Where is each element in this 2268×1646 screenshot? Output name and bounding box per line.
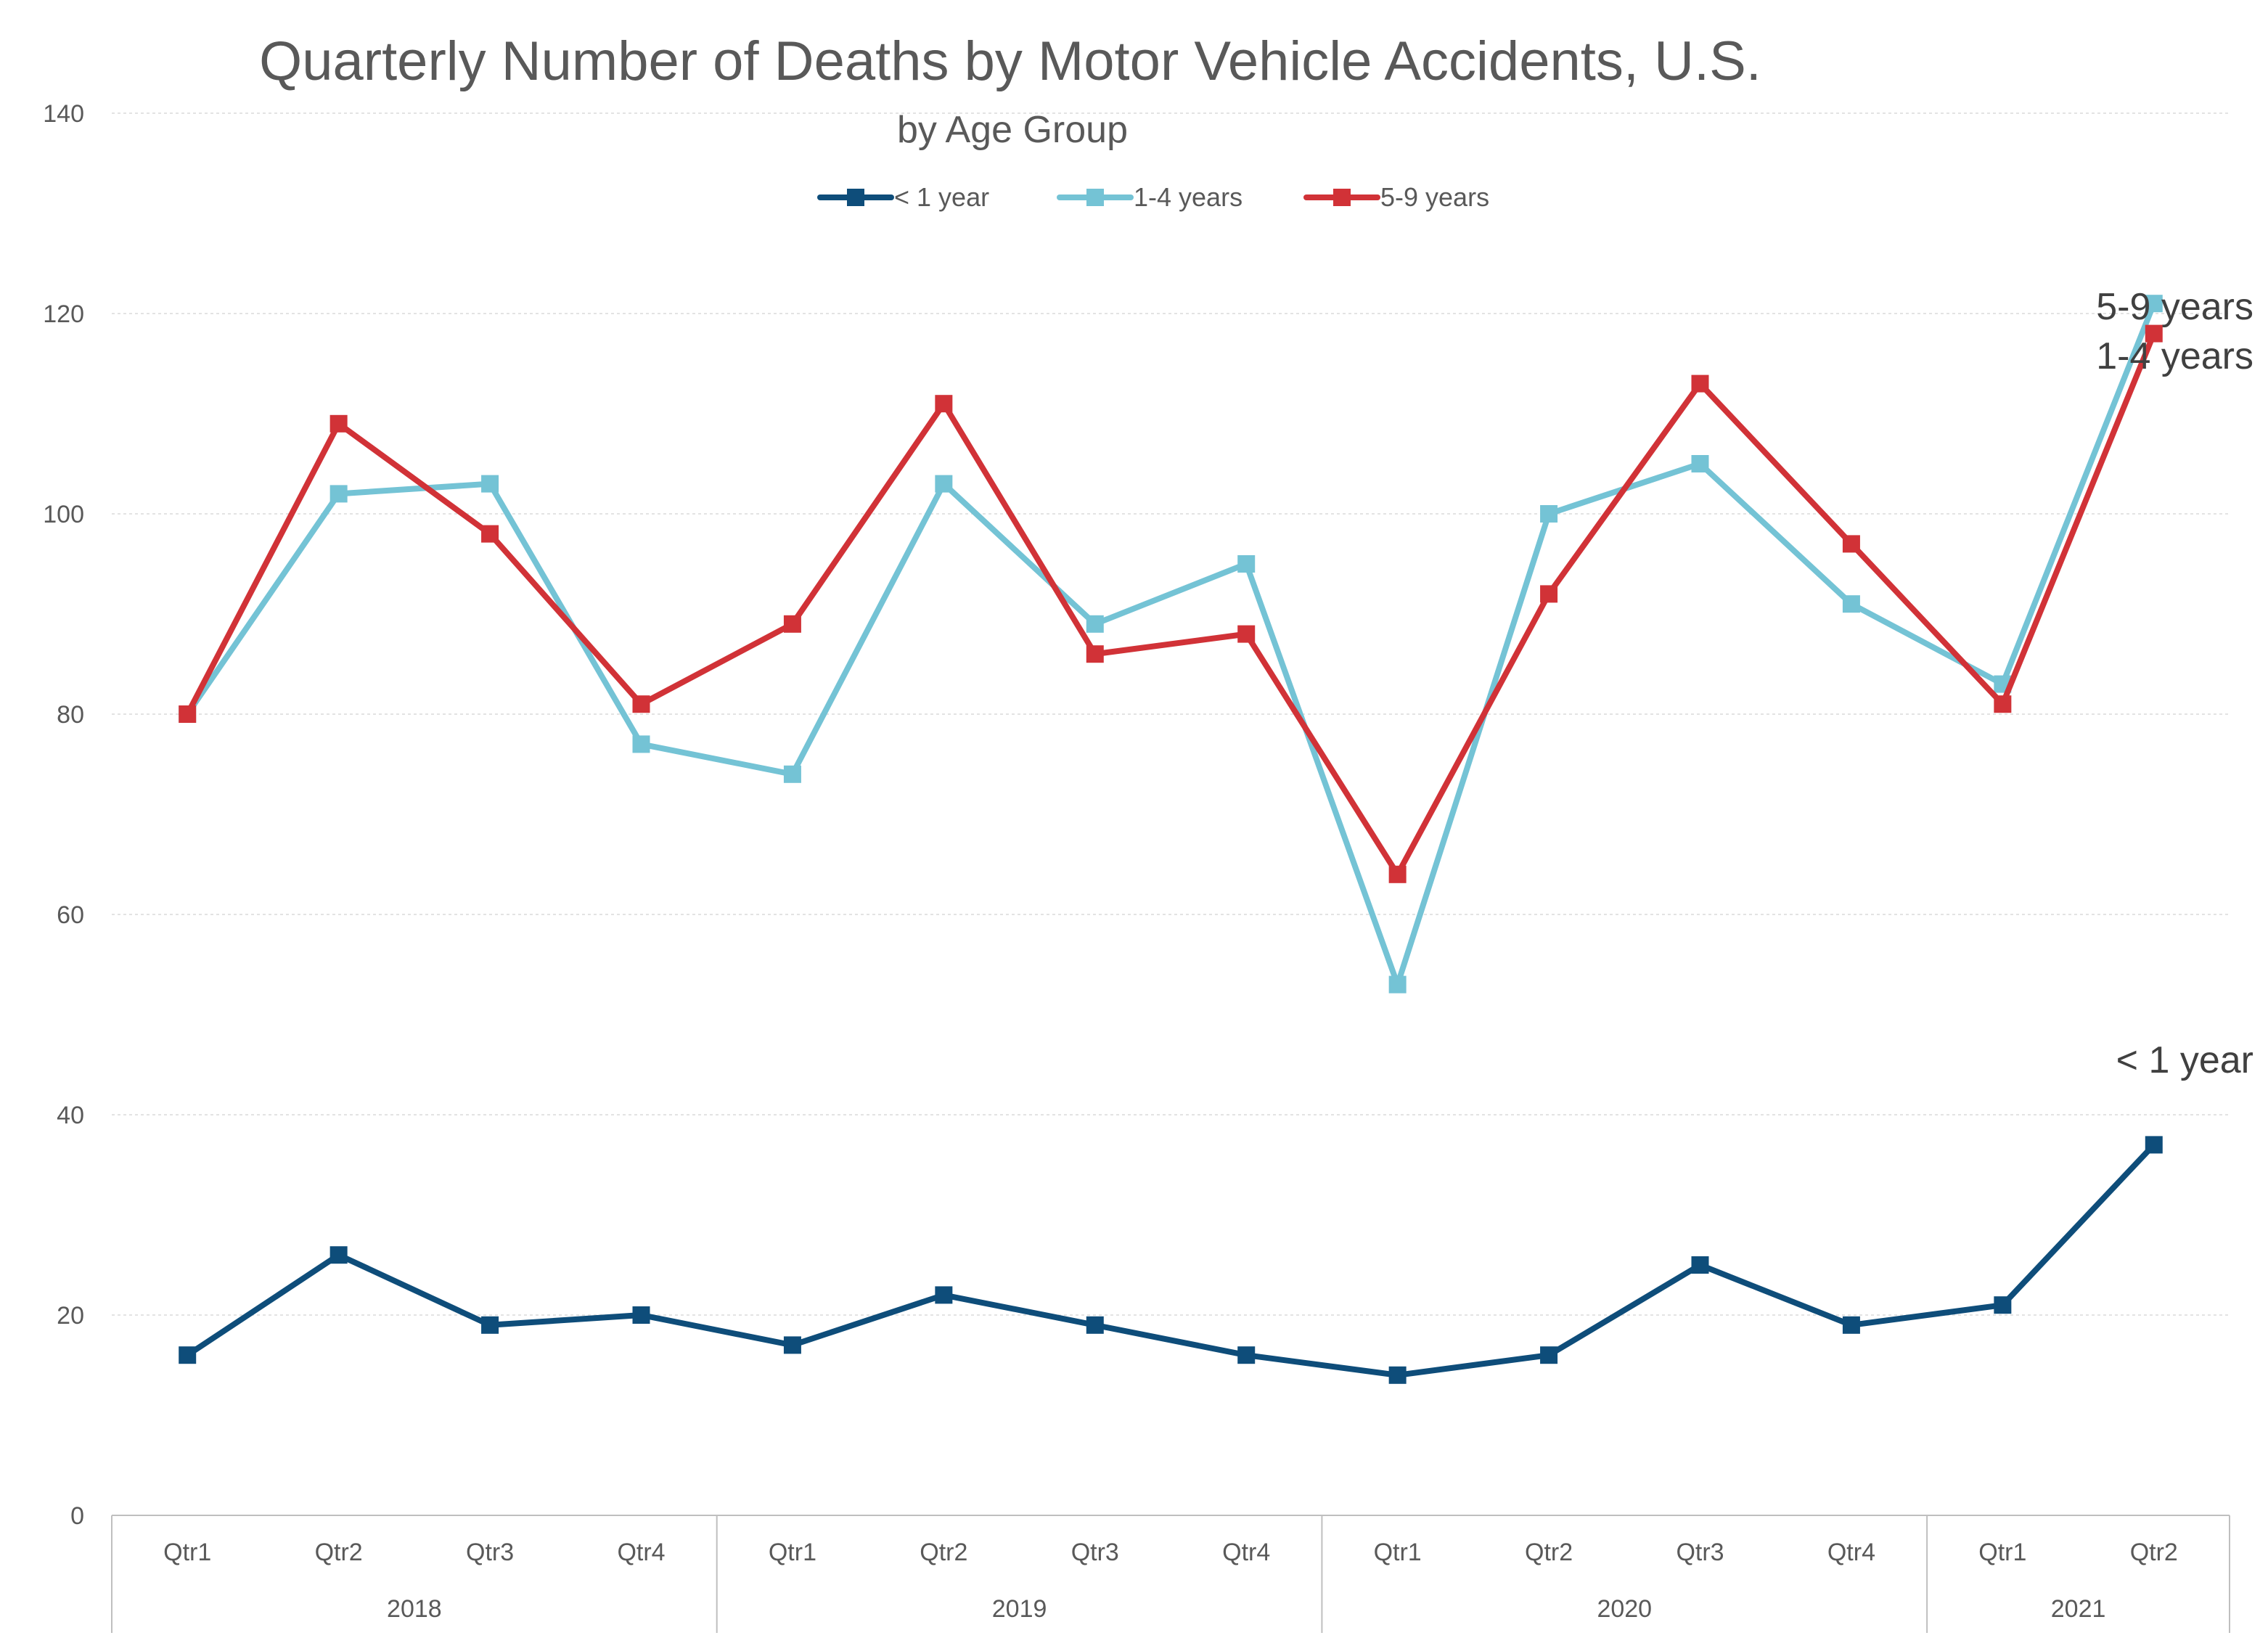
data-point (179, 705, 197, 723)
data-point (1388, 1366, 1407, 1384)
data-point (632, 735, 650, 753)
data-point (329, 1246, 348, 1264)
data-point (1237, 555, 1256, 573)
x-tick-label: Qtr3 (466, 1539, 514, 1566)
axes (111, 1515, 2230, 1633)
legend-label: 1-4 years (1134, 182, 1243, 212)
data-point (481, 525, 499, 543)
legend-swatch-marker (1086, 189, 1104, 206)
data-point (1086, 645, 1104, 663)
series-0 (179, 1136, 2163, 1384)
y-tick-label: 40 (57, 1102, 84, 1129)
data-point (1691, 1256, 1709, 1274)
series-line (184, 330, 2157, 877)
data-point (1540, 1346, 1558, 1364)
data-point (179, 1346, 197, 1364)
legend: < 1 year 1-4 years 5-9 years (817, 182, 1489, 212)
chart-subtitle: by Age Group (897, 109, 1128, 151)
x-tick-label: Qtr4 (1222, 1539, 1270, 1566)
data-point (783, 765, 801, 783)
data-point (935, 395, 953, 413)
data-point (1086, 615, 1104, 633)
legend-item: 1-4 years (1057, 182, 1243, 212)
data-point (783, 615, 801, 633)
data-point (1842, 535, 1860, 553)
data-point (935, 475, 953, 493)
year-label: 2019 (992, 1595, 1047, 1623)
legend-swatch-marker (1333, 189, 1351, 206)
data-point (1691, 374, 1709, 393)
year-label: 2018 (387, 1595, 442, 1623)
data-point (2145, 1136, 2163, 1154)
chart-title: Quarterly Number of Deaths by Motor Vehi… (259, 30, 1761, 92)
labels: 0 20 40 60 80 100 120 140 Qtr1 Qtr2 Qtr3 Qtr4 Qtr1 Qt… (43, 100, 2178, 1623)
x-tick-label: Qtr3 (1071, 1539, 1119, 1566)
series-2 (179, 324, 2163, 883)
data-point (1842, 1316, 1860, 1334)
data-point (1540, 585, 1558, 603)
x-tick-label: Qtr4 (617, 1539, 665, 1566)
data-point (1540, 505, 1558, 523)
data-point (1237, 1346, 1256, 1364)
data-point (2145, 324, 2163, 343)
y-tick-label: 20 (57, 1302, 84, 1330)
data-point (1994, 695, 2012, 713)
x-tick-label: Qtr2 (315, 1539, 363, 1566)
legend-item: < 1 year (817, 182, 989, 212)
legend-label: 5-9 years (1380, 182, 1489, 212)
x-tick-label: Qtr2 (1525, 1539, 1573, 1566)
data-point (935, 1286, 953, 1304)
x-tick-label: Qtr3 (1676, 1539, 1724, 1566)
data-point (783, 1336, 801, 1354)
series-line (184, 300, 2157, 988)
data-point (1842, 595, 1860, 613)
y-tick-label: 0 (70, 1502, 84, 1530)
end-label-1-4-years: 1-4 years (2096, 335, 2253, 377)
y-tick-label: 140 (43, 100, 84, 128)
data-point (632, 1306, 650, 1324)
series-line (184, 1142, 2157, 1378)
end-label-5-9-years: 5-9 years (2096, 286, 2253, 328)
year-label: 2021 (2051, 1595, 2106, 1623)
data-point (481, 1316, 499, 1334)
gridlines (112, 112, 2230, 1316)
data-point (2145, 295, 2163, 313)
data-point (1388, 865, 1407, 883)
x-tick-label: Qtr2 (920, 1539, 967, 1566)
legend-label: < 1 year (894, 182, 989, 212)
x-tick-label: Qtr4 (1827, 1539, 1875, 1566)
x-tick-label: Qtr1 (1374, 1539, 1422, 1566)
x-tick-label: Qtr1 (163, 1539, 211, 1566)
y-tick-label: 80 (57, 701, 84, 729)
y-tick-label: 120 (43, 300, 84, 328)
x-tick-label: Qtr2 (2130, 1539, 2178, 1566)
legend-swatch-marker (847, 189, 864, 206)
data-point (329, 414, 348, 433)
x-tick-label: Qtr1 (1978, 1539, 2026, 1566)
data-point (1237, 625, 1256, 643)
legend-item: 5-9 years (1303, 182, 1489, 212)
y-tick-label: 60 (57, 901, 84, 929)
series-lines (179, 295, 2163, 1384)
data-point (1691, 455, 1709, 472)
data-point (329, 485, 348, 503)
data-point (1388, 975, 1407, 994)
data-point (632, 695, 650, 713)
data-point (1086, 1316, 1104, 1334)
x-tick-label: Qtr1 (769, 1539, 816, 1566)
data-point (1994, 1296, 2012, 1314)
year-label: 2020 (1597, 1595, 1652, 1623)
end-label-under-1-year: < 1 year (2116, 1039, 2253, 1081)
y-tick-label: 100 (43, 501, 84, 528)
data-point (481, 475, 499, 493)
